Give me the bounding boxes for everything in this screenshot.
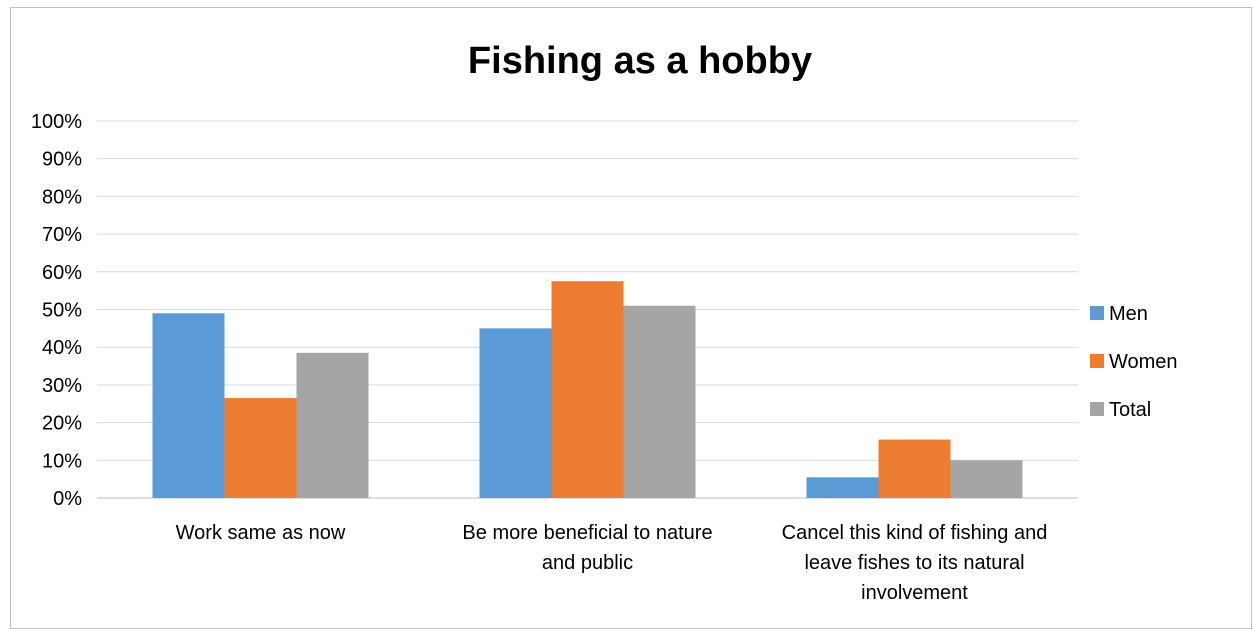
y-axis: 0% 10% 20% 30% 40% 50% 60% 70% 80% 90% 100% [31,111,82,510]
bar-total-3 [950,460,1023,498]
y-tick-label: 80% [42,186,82,208]
bar-women-1 [224,398,297,498]
bar-women-2 [551,281,624,498]
bar-women-3 [878,439,951,498]
y-tick-label: 100% [31,111,82,133]
y-tick-label: 10% [42,450,82,472]
legend-swatch-total [1090,402,1104,416]
legend-swatch-men [1090,306,1104,320]
x-category-label-line: Be more beneficial to nature [462,522,712,544]
x-axis-labels: Work same as now Be more beneficial to na… [176,522,1048,604]
x-category-label: Be more beneficial to nature and public [462,522,712,574]
y-tick-label: 30% [42,375,82,397]
bar-men-3 [806,477,879,498]
bar-total-1 [296,352,369,498]
bar-men-2 [479,328,552,498]
bar-total-2 [623,305,696,498]
x-category-label-line: involvement [861,582,968,604]
x-category-label: Work same as now [176,522,346,544]
chart-title: Fishing as a hobby [468,40,812,82]
x-category-label-line: and public [542,552,633,574]
legend-swatch-women [1090,354,1104,368]
bars [152,281,1023,498]
x-category-label-line: Cancel this kind of fishing and [782,522,1048,544]
y-tick-label: 50% [42,300,82,322]
y-tick-label: 20% [42,413,82,435]
legend-label-women: Women [1109,351,1178,373]
legend-label-men: Men [1109,303,1148,325]
bar-men-1 [152,313,225,498]
y-tick-label: 0% [53,488,82,510]
x-category-label: Cancel this kind of fishing and leave fis… [782,522,1048,604]
legend-label-total: Total [1109,399,1151,421]
x-category-label-line: Work same as now [176,522,346,544]
legend: Men Women Total [1090,303,1178,421]
y-tick-label: 90% [42,149,82,171]
y-tick-label: 60% [42,262,82,284]
x-category-label-line: leave fishes to its natural [804,552,1024,574]
y-tick-label: 70% [42,224,82,246]
y-tick-label: 40% [42,337,82,359]
